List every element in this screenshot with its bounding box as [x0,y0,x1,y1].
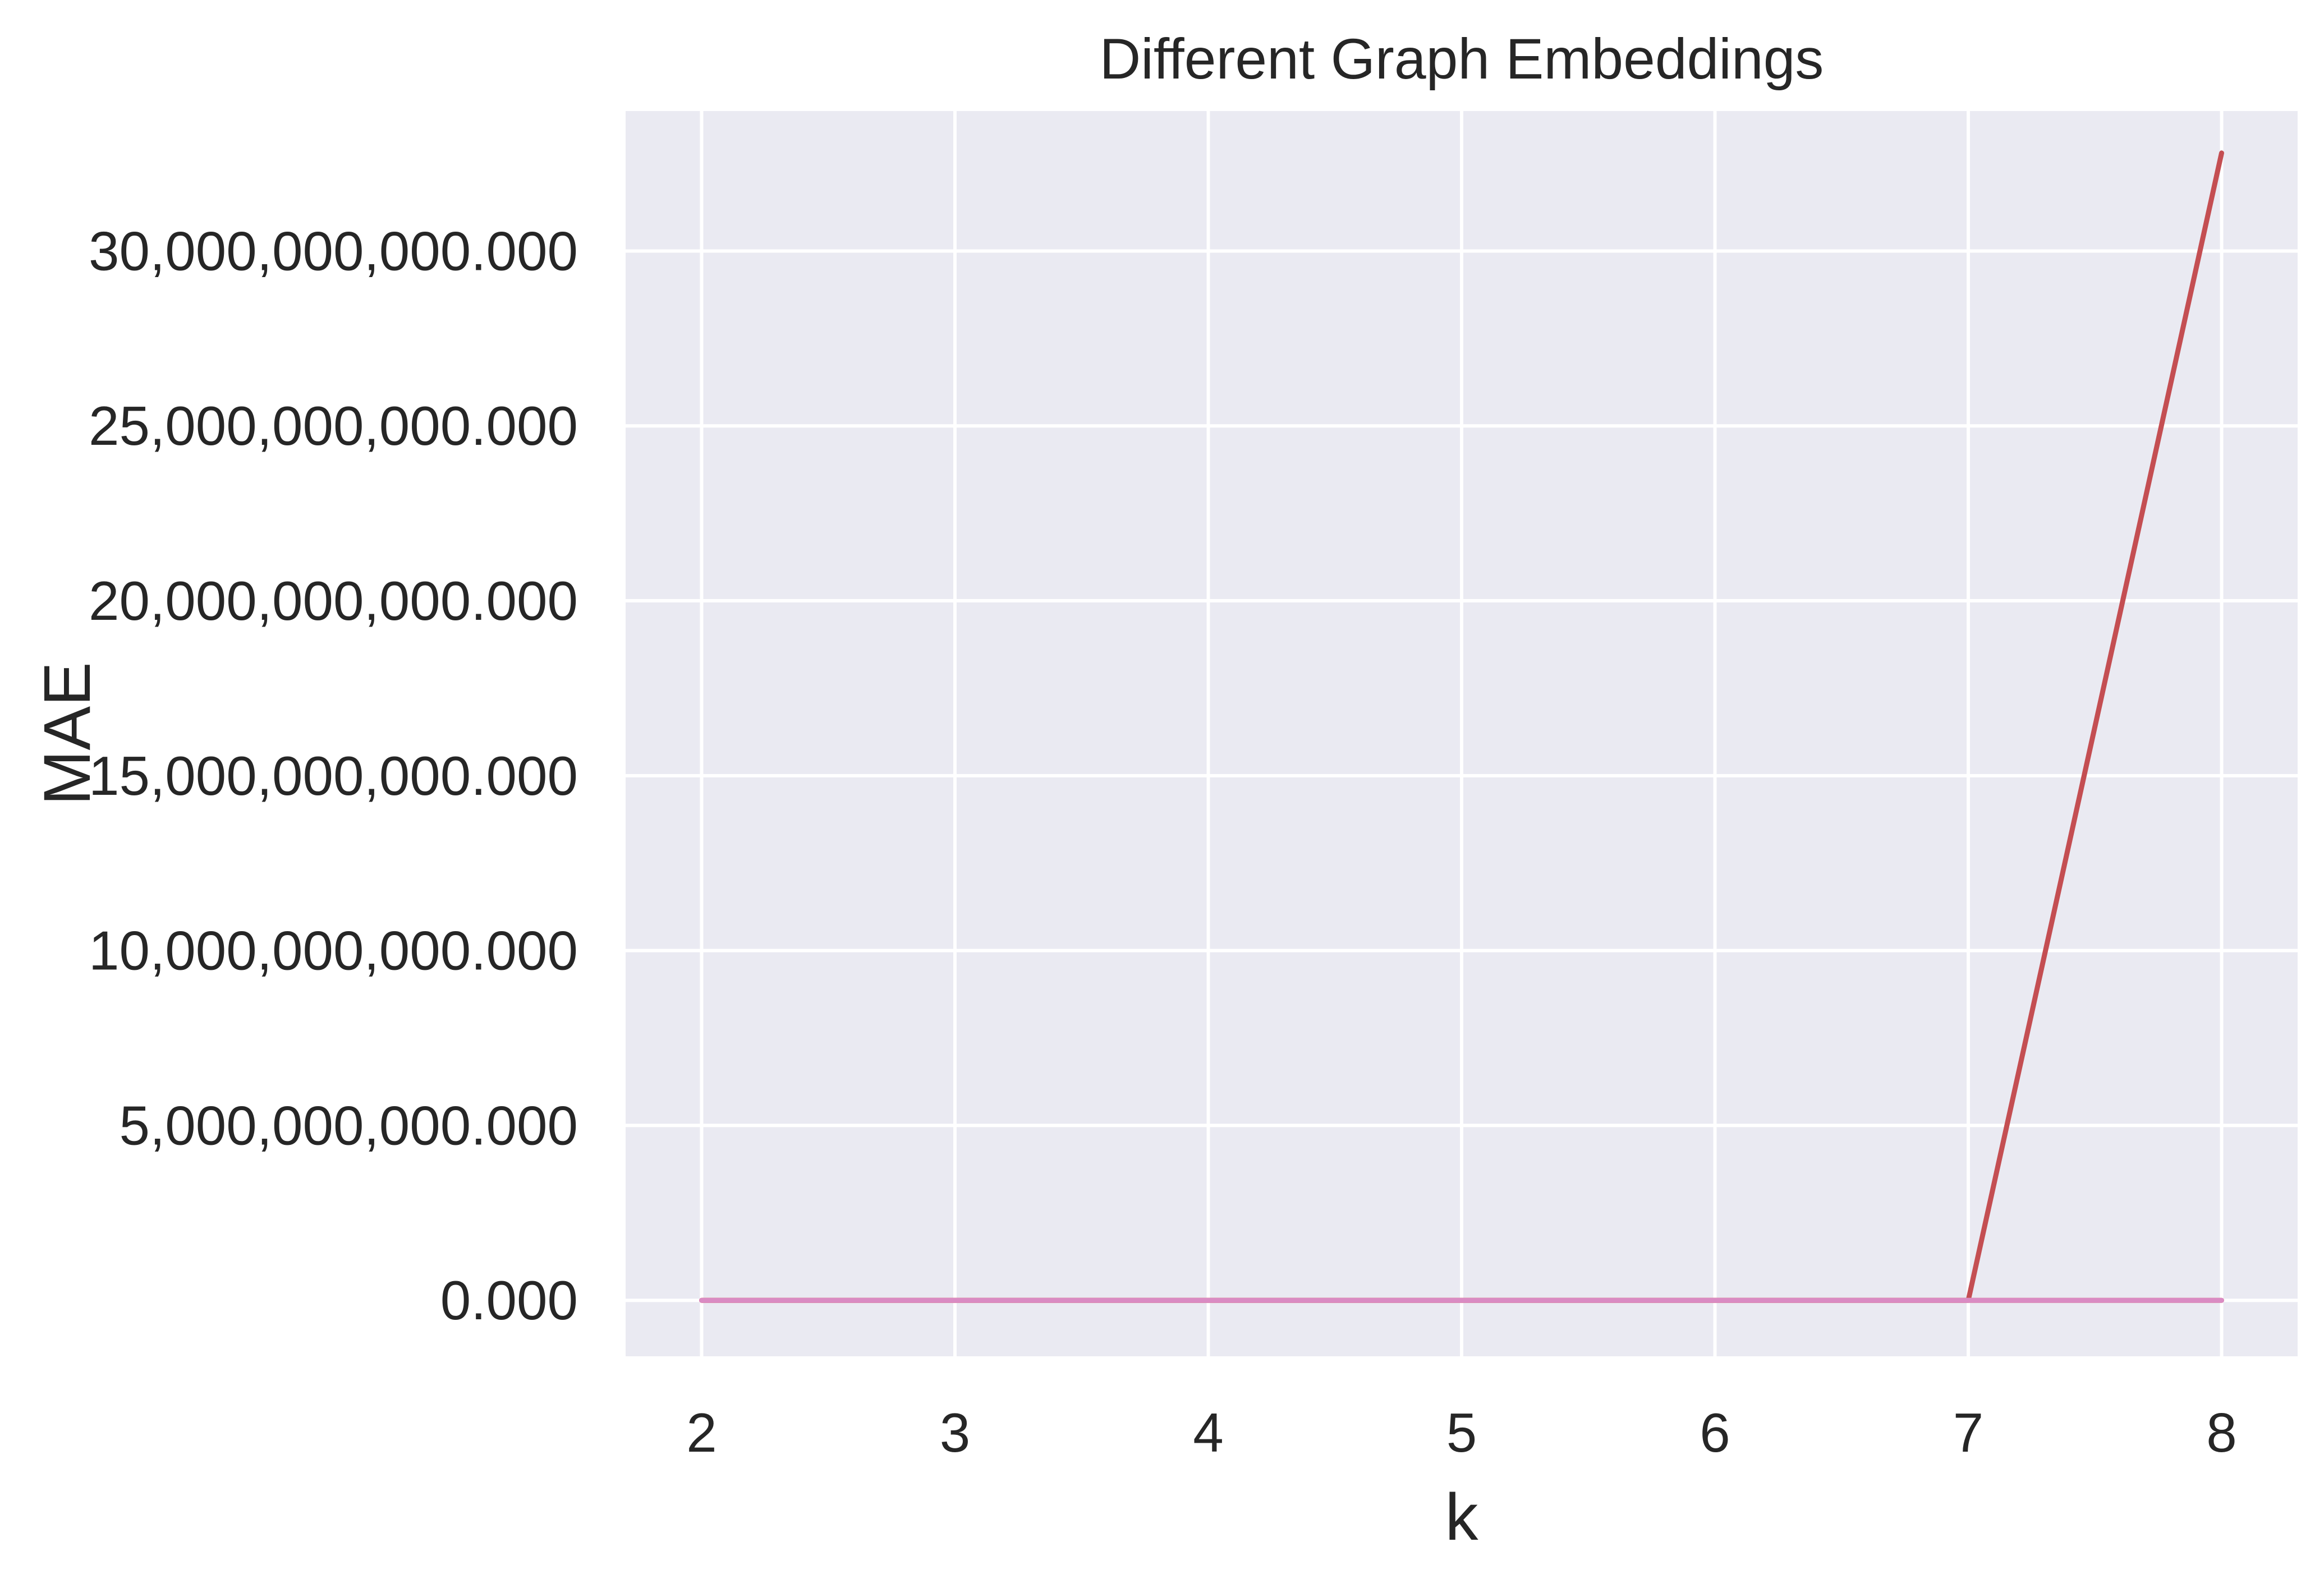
y-tick-label: 20,000,000,000.000 [89,570,578,632]
series-layer [699,150,2224,1303]
x-tick-label: 2 [686,1402,717,1463]
x-tick-label: 5 [1446,1402,1477,1463]
x-tick-label: 8 [2206,1402,2237,1463]
y-tick-label: 0.000 [440,1269,578,1331]
y-tick-label: 25,000,000,000.000 [89,395,578,457]
y-tick-label: 15,000,000,000.000 [89,745,578,807]
x-tick-label: 4 [1193,1402,1224,1463]
y-tick-label: 30,000,000,000.000 [89,220,578,282]
chart-title: Different Graph Embeddings [1100,27,1824,91]
y-tick-labels: 0.000 5,000,000,000.000 10,000,000,000.000… [89,220,578,1331]
y-tick-label: 10,000,000,000.000 [89,920,578,982]
x-tick-label: 6 [1700,1402,1730,1463]
x-tick-label: 3 [940,1402,971,1463]
x-gridlines [700,111,2224,1356]
y-axis-title: MAE [30,662,104,805]
x-tick-labels: 2 3 4 5 6 7 8 [686,1402,2237,1463]
y-tick-label: 5,000,000,000.000 [120,1094,578,1156]
x-tick-label: 7 [1953,1402,1984,1463]
x-axis-title: k [1445,1480,1479,1554]
